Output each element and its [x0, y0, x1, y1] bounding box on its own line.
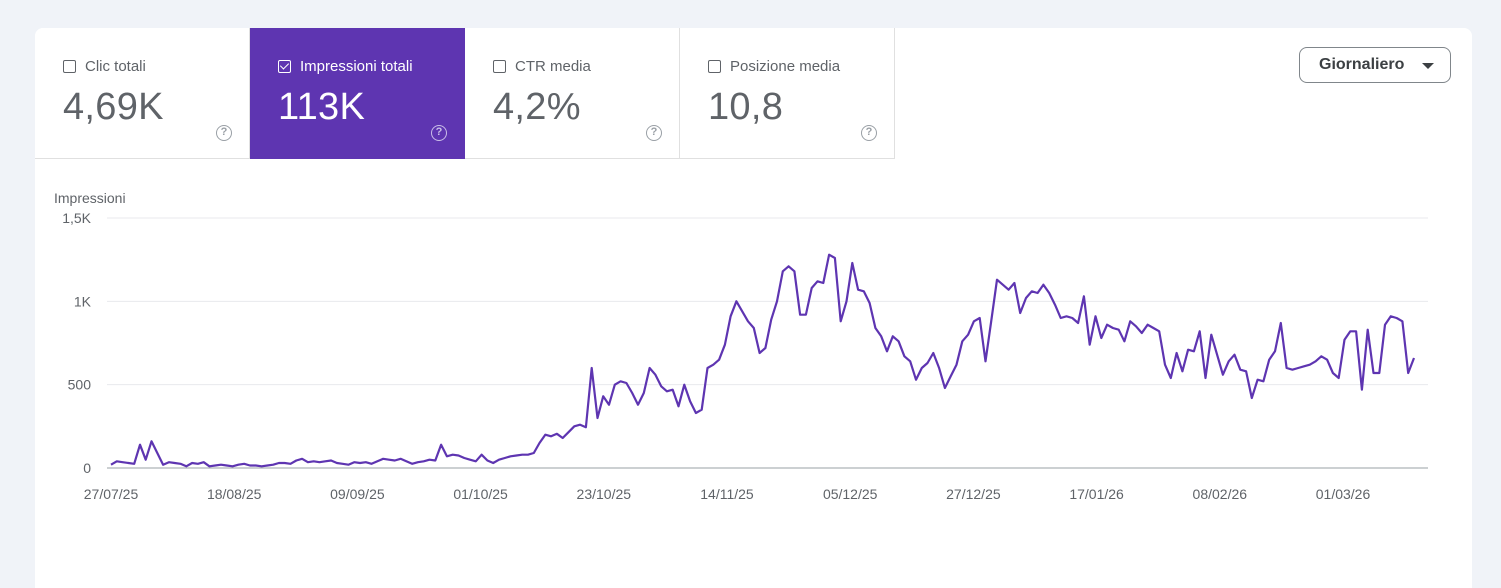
metric-label: CTR media: [515, 58, 591, 75]
clicks-checkbox[interactable]: [63, 60, 76, 73]
help-circle-icon[interactable]: ?: [216, 125, 232, 141]
y-tick-label: 1,5K: [62, 210, 91, 226]
x-tick-label: 14/11/25: [700, 486, 754, 502]
period-dropdown-label: Giornaliero: [1319, 56, 1405, 73]
x-tick-label: 18/08/25: [207, 486, 262, 502]
x-axis-ticks: 27/07/25 18/08/25 09/09/25 01/10/25 23/10/25…: [84, 486, 1371, 502]
metric-ctr[interactable]: CTR media 4,2% ?: [465, 28, 680, 159]
x-tick-label: 17/01/26: [1069, 486, 1124, 502]
metric-position[interactable]: Posizione media 10,8 ?: [680, 28, 895, 159]
metric-value: 10,8: [708, 86, 784, 128]
y-axis-title: Impressioni: [54, 190, 126, 206]
x-tick-label: 27/07/25: [84, 486, 139, 502]
help-circle-icon[interactable]: ?: [861, 125, 877, 141]
help-circle-icon[interactable]: ?: [431, 125, 447, 141]
metric-value: 4,2%: [493, 86, 581, 128]
caret-down-icon: [1422, 63, 1434, 69]
impressions-chart: Impressioni 0 500 1K 1,5K 27/07/25 18/08/25 0…: [54, 190, 1428, 502]
x-tick-label: 05/12/25: [823, 486, 878, 502]
metric-label: Impressioni totali: [300, 58, 413, 75]
metric-label: Clic totali: [85, 58, 146, 75]
period-dropdown[interactable]: Giornaliero: [1299, 47, 1451, 83]
metric-tabs: Clic totali 4,69K ? Impressioni totali 1…: [35, 28, 895, 160]
x-tick-label: 27/12/25: [946, 486, 1001, 502]
y-tick-label: 0: [83, 460, 91, 476]
performance-card: Clic totali 4,69K ? Impressioni totali 1…: [35, 28, 1472, 588]
x-tick-label: 08/02/26: [1193, 486, 1248, 502]
ctr-checkbox[interactable]: [493, 60, 506, 73]
help-circle-icon[interactable]: ?: [646, 125, 662, 141]
x-tick-label: 01/03/26: [1316, 486, 1371, 502]
y-axis-ticks: 0 500 1K 1,5K: [62, 210, 91, 476]
y-tick-label: 1K: [74, 293, 92, 309]
impressions-series-line: [110, 253, 1416, 468]
metric-value: 4,69K: [63, 86, 164, 128]
y-tick-label: 500: [68, 377, 92, 393]
metric-clicks[interactable]: Clic totali 4,69K ?: [35, 28, 250, 159]
position-checkbox[interactable]: [708, 60, 721, 73]
metric-impressions[interactable]: Impressioni totali 113K ?: [250, 28, 465, 159]
x-tick-label: 09/09/25: [330, 486, 385, 502]
metric-label: Posizione media: [730, 58, 841, 75]
x-tick-label: 01/10/25: [453, 486, 508, 502]
metric-value: 113K: [278, 86, 366, 128]
x-tick-label: 23/10/25: [577, 486, 632, 502]
chart-grid: [107, 217, 1428, 469]
impressions-checkbox[interactable]: [278, 60, 291, 73]
